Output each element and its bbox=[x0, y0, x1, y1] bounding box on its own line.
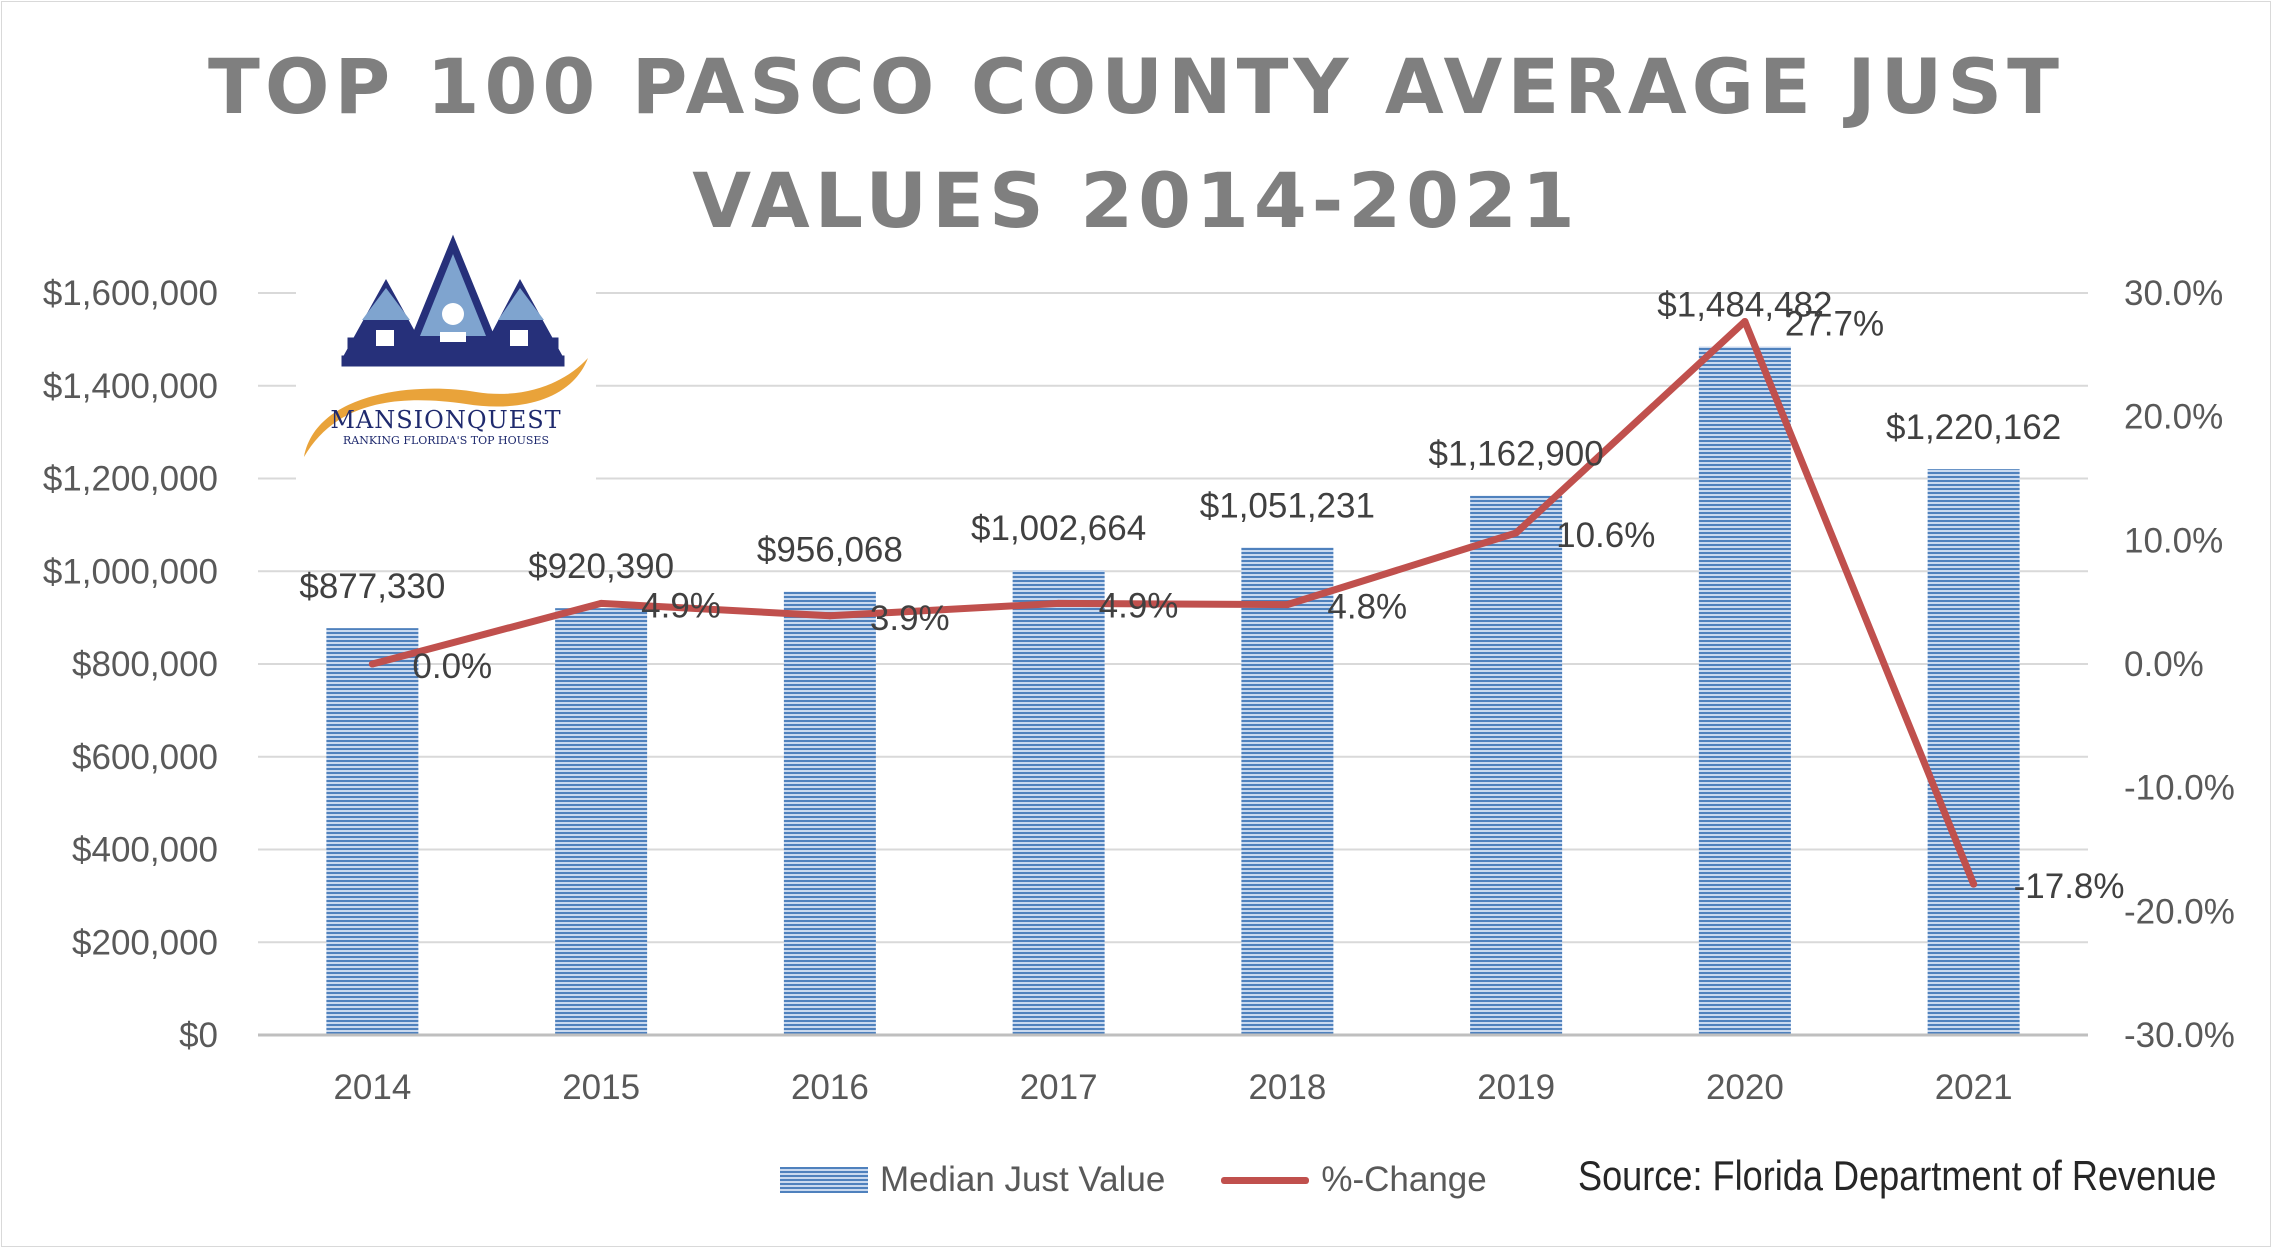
x-tick-label: 2014 bbox=[333, 1068, 411, 1107]
bar bbox=[1012, 570, 1105, 1035]
x-tick-label: 2017 bbox=[1020, 1068, 1098, 1107]
percent-change-line bbox=[368, 317, 1978, 888]
line-value-label: 27.7% bbox=[1785, 304, 1884, 343]
y-left-tick-label: $1,400,000 bbox=[43, 367, 218, 406]
bar-value-label: $1,162,900 bbox=[1429, 435, 1604, 474]
bar-value-label: $920,390 bbox=[528, 547, 674, 586]
line-point bbox=[597, 599, 605, 607]
line-value-label: 4.9% bbox=[1099, 586, 1179, 625]
chart-title: TOP 100 PASCO COUNTY AVERAGE JUST VALUES… bbox=[0, 30, 2272, 258]
x-tick-label: 2018 bbox=[1248, 1068, 1326, 1107]
x-tick-label: 2019 bbox=[1477, 1068, 1555, 1107]
chart-title-line-1: TOP 100 PASCO COUNTY AVERAGE JUST bbox=[208, 42, 2064, 131]
y-left-tick-label: $1,000,000 bbox=[43, 552, 218, 591]
bar bbox=[326, 628, 419, 1035]
legend-label-line: %-Change bbox=[1321, 1160, 1487, 1199]
line-point bbox=[1741, 317, 1749, 325]
bar-value-label: $877,330 bbox=[299, 567, 445, 606]
y-left-tick-label: $600,000 bbox=[72, 738, 218, 777]
logo-wordmark: MANSIONQUEST bbox=[330, 406, 561, 434]
line-point bbox=[1512, 529, 1520, 537]
y-right-tick-label: -10.0% bbox=[2124, 769, 2235, 808]
y-left-tick-label: $800,000 bbox=[72, 645, 218, 684]
y-right-tick-label: 30.0% bbox=[2124, 274, 2223, 313]
bar bbox=[1470, 495, 1563, 1035]
x-tick-label: 2016 bbox=[791, 1068, 869, 1107]
line-value-label: 3.9% bbox=[870, 599, 950, 638]
bar-value-label: $1,220,162 bbox=[1886, 408, 2061, 447]
bar-value-label: $956,068 bbox=[757, 531, 903, 570]
chart-legend: Median Just Value %-Change bbox=[780, 1155, 1543, 1205]
y-right-tick-label: 0.0% bbox=[2124, 645, 2204, 684]
legend-item-bars: Median Just Value bbox=[780, 1160, 1165, 1200]
y-left-tick-label: $200,000 bbox=[72, 923, 218, 962]
y-right-tick-label: -30.0% bbox=[2124, 1016, 2235, 1055]
bar bbox=[555, 608, 648, 1035]
bar-value-label: $1,051,231 bbox=[1200, 486, 1375, 525]
bar bbox=[1698, 346, 1791, 1035]
bar bbox=[1927, 469, 2020, 1035]
line-point bbox=[1283, 601, 1291, 609]
legend-bar-swatch bbox=[780, 1167, 868, 1193]
x-tick-label: 2020 bbox=[1706, 1068, 1784, 1107]
line-value-label: -17.8% bbox=[2014, 867, 2125, 906]
bar bbox=[1241, 547, 1334, 1035]
source-note: Source: Florida Department of Revenue bbox=[1578, 1152, 2217, 1199]
y-right-tick-label: -20.0% bbox=[2124, 892, 2235, 931]
line-value-label: 4.9% bbox=[641, 586, 721, 625]
bar-value-label: $1,484,482 bbox=[1657, 286, 1832, 325]
bar-value-label: $1,002,664 bbox=[971, 509, 1146, 548]
legend-item-line: %-Change bbox=[1221, 1160, 1487, 1200]
bar bbox=[783, 591, 876, 1035]
y-left-tick-label: $400,000 bbox=[72, 831, 218, 870]
line-point bbox=[368, 660, 376, 668]
line-point bbox=[1055, 599, 1063, 607]
y-left-tick-label: $0 bbox=[179, 1016, 218, 1055]
chart-title-line-2: VALUES 2014-2021 bbox=[692, 156, 1580, 245]
line-value-label: 4.8% bbox=[1327, 588, 1407, 627]
line-value-label: 0.0% bbox=[412, 647, 492, 686]
line-point bbox=[826, 612, 834, 620]
x-tick-label: 2021 bbox=[1935, 1068, 2013, 1107]
x-tick-label: 2015 bbox=[562, 1068, 640, 1107]
y-left-tick-label: $1,600,000 bbox=[43, 274, 218, 313]
y-right-tick-label: 20.0% bbox=[2124, 398, 2223, 437]
y-right-tick-label: 10.0% bbox=[2124, 521, 2223, 560]
y-left-tick-label: $1,200,000 bbox=[43, 460, 218, 499]
legend-label-bars: Median Just Value bbox=[880, 1160, 1166, 1199]
line-value-label: 10.6% bbox=[1556, 516, 1655, 555]
logo-tagline: RANKING FLORIDA'S TOP HOUSES bbox=[343, 434, 549, 447]
legend-line-swatch bbox=[1221, 1176, 1310, 1184]
line-point bbox=[1970, 880, 1978, 888]
mansionquest-logo: MANSIONQUEST RANKING FLORIDA'S TOP HOUSE… bbox=[296, 232, 596, 482]
